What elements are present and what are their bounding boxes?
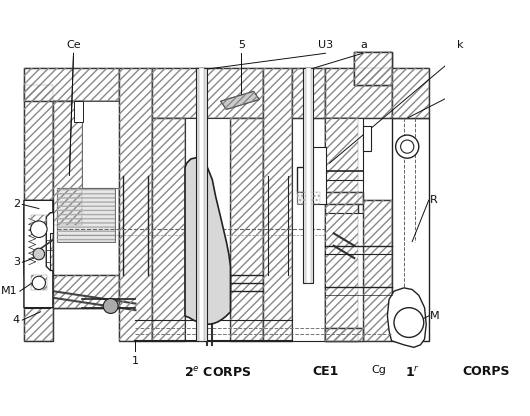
Bar bbox=[31, 215, 47, 225]
Bar bbox=[231, 118, 263, 341]
Bar bbox=[82, 101, 119, 188]
Bar bbox=[31, 275, 47, 290]
Bar bbox=[152, 68, 263, 118]
Bar bbox=[123, 176, 148, 275]
Circle shape bbox=[396, 135, 419, 158]
Bar bbox=[392, 118, 429, 341]
Bar bbox=[53, 101, 82, 225]
Bar bbox=[306, 68, 311, 283]
Bar bbox=[152, 68, 263, 118]
Text: M: M bbox=[430, 311, 440, 321]
Bar bbox=[325, 192, 363, 204]
Bar bbox=[231, 118, 263, 341]
Bar bbox=[53, 275, 119, 308]
Bar bbox=[53, 101, 82, 225]
Bar bbox=[185, 118, 231, 341]
Bar bbox=[355, 52, 392, 85]
Text: Ce: Ce bbox=[66, 40, 81, 50]
Bar bbox=[392, 68, 429, 118]
Text: CORPS: CORPS bbox=[463, 366, 510, 379]
Bar bbox=[392, 68, 429, 118]
Bar bbox=[31, 215, 47, 225]
Polygon shape bbox=[24, 200, 53, 308]
Bar bbox=[57, 188, 115, 242]
Circle shape bbox=[33, 248, 45, 260]
Text: Cg: Cg bbox=[372, 366, 386, 376]
Bar bbox=[325, 192, 363, 204]
Bar bbox=[325, 118, 358, 341]
Bar bbox=[297, 192, 320, 204]
Text: CE1: CE1 bbox=[312, 366, 339, 379]
Text: a: a bbox=[361, 40, 368, 50]
Bar bbox=[293, 68, 325, 118]
Bar bbox=[325, 118, 358, 341]
Bar bbox=[24, 85, 53, 341]
Bar bbox=[355, 52, 392, 85]
Circle shape bbox=[103, 299, 118, 314]
Bar bbox=[263, 68, 293, 341]
Bar bbox=[293, 68, 325, 118]
Circle shape bbox=[394, 308, 424, 337]
Bar bbox=[325, 118, 363, 200]
Bar bbox=[297, 192, 320, 204]
Bar bbox=[325, 213, 363, 341]
Bar bbox=[325, 68, 392, 118]
Bar bbox=[297, 167, 320, 192]
Text: 1$^r$: 1$^r$ bbox=[405, 366, 420, 380]
Bar bbox=[24, 68, 119, 101]
Text: 1: 1 bbox=[132, 356, 139, 366]
Bar bbox=[363, 200, 392, 341]
Bar bbox=[268, 176, 288, 275]
Bar bbox=[293, 118, 325, 341]
Bar bbox=[119, 68, 152, 341]
Bar bbox=[57, 188, 115, 242]
Polygon shape bbox=[185, 157, 231, 324]
Bar bbox=[325, 328, 363, 341]
Polygon shape bbox=[220, 91, 259, 109]
Circle shape bbox=[32, 276, 46, 290]
Bar bbox=[325, 328, 363, 341]
Text: 4: 4 bbox=[13, 315, 20, 325]
Bar bbox=[31, 275, 47, 290]
Text: U3: U3 bbox=[318, 40, 333, 50]
Text: M1: M1 bbox=[1, 286, 17, 296]
Bar bbox=[325, 68, 392, 118]
Circle shape bbox=[31, 221, 47, 238]
Text: 2$^e$ CORPS: 2$^e$ CORPS bbox=[184, 366, 252, 379]
Bar bbox=[312, 146, 326, 204]
Bar bbox=[196, 68, 207, 341]
Text: 2: 2 bbox=[13, 199, 20, 209]
Bar bbox=[303, 68, 313, 283]
Bar bbox=[24, 85, 53, 341]
Bar bbox=[363, 126, 371, 151]
Bar bbox=[199, 68, 204, 341]
Polygon shape bbox=[24, 200, 31, 279]
Bar bbox=[74, 101, 83, 122]
Bar bbox=[119, 68, 152, 341]
Bar bbox=[263, 68, 293, 341]
Bar bbox=[24, 68, 119, 101]
Bar bbox=[355, 52, 392, 85]
Bar bbox=[53, 275, 119, 308]
Bar bbox=[152, 118, 185, 341]
Bar bbox=[363, 200, 392, 341]
Text: k: k bbox=[457, 40, 463, 50]
Text: R: R bbox=[430, 195, 438, 206]
Circle shape bbox=[401, 140, 414, 153]
Bar bbox=[53, 101, 119, 308]
Text: 5: 5 bbox=[237, 40, 245, 50]
Bar bbox=[152, 118, 185, 341]
Text: 3: 3 bbox=[13, 257, 20, 267]
Polygon shape bbox=[387, 288, 426, 347]
Polygon shape bbox=[24, 200, 53, 308]
